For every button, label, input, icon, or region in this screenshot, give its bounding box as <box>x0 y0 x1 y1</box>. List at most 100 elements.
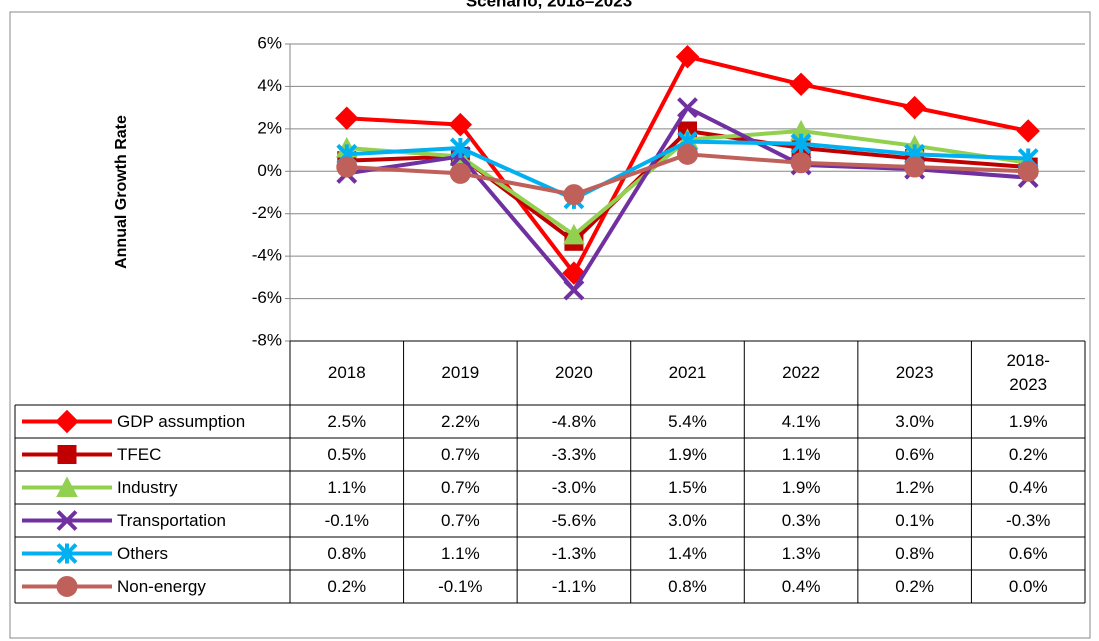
y-tick-label: -4% <box>252 246 282 265</box>
value-label: 0.0% <box>971 570 1085 603</box>
value-label-text: 0.4% <box>1008 477 1048 497</box>
legend-label-text: TFEC <box>117 444 162 464</box>
marker <box>790 152 812 174</box>
marker <box>1017 160 1039 182</box>
y-tick-label: -2% <box>252 203 282 222</box>
value-label-text: 0.5% <box>327 444 367 464</box>
marker <box>56 543 78 564</box>
marker <box>56 510 78 531</box>
value-label-text: 1.9% <box>781 477 821 497</box>
marker <box>677 97 698 119</box>
value-label: 1.4% <box>631 537 745 570</box>
value-label-text: -5.6% <box>551 510 597 530</box>
value-label: 0.8% <box>631 570 745 603</box>
value-label: 0.7% <box>404 438 518 471</box>
x-tick-label: 2021 <box>631 341 745 405</box>
marker <box>449 162 471 184</box>
legend-label: Non-energy <box>117 570 287 603</box>
value-label-text: -3.0% <box>551 477 597 497</box>
y-tick-label: 2% <box>257 118 282 137</box>
value-label: 0.3% <box>744 504 858 537</box>
x-tick-label: 2022 <box>744 341 858 405</box>
legend-label-text: Transportation <box>117 510 226 530</box>
value-label: 3.0% <box>858 405 972 438</box>
marker <box>675 45 700 69</box>
x-tick-label: 2018 <box>290 341 404 405</box>
marker <box>904 156 926 178</box>
value-label: 3.0% <box>631 504 745 537</box>
value-label-text: 1.9% <box>1008 411 1048 431</box>
value-label-text: -0.3% <box>1005 510 1051 530</box>
value-label: 4.1% <box>744 405 858 438</box>
y-axis-label: Annual Growth Rate <box>113 115 130 269</box>
value-label-text: 0.1% <box>895 510 934 530</box>
value-label-text: 1.4% <box>668 543 707 563</box>
value-label-text: -3.3% <box>551 444 597 464</box>
value-label: 0.1% <box>858 504 972 537</box>
marker <box>563 184 585 206</box>
value-label: 2.2% <box>404 405 518 438</box>
chart-border <box>9 11 1091 639</box>
series-line <box>346 54 1029 276</box>
y-tick-label: 6% <box>257 33 282 52</box>
value-label: -3.3% <box>517 438 631 471</box>
marker <box>55 409 79 434</box>
legend-label: GDP assumption <box>117 405 287 438</box>
value-label-text: 1.5% <box>668 477 707 497</box>
marker <box>336 156 358 178</box>
marker <box>789 72 813 97</box>
marker <box>563 279 585 301</box>
value-label-text: 5.4% <box>668 411 707 431</box>
value-label: -0.3% <box>971 504 1085 537</box>
x-tick-label-text: 2020 <box>555 363 593 382</box>
value-label-text: 0.6% <box>895 444 934 464</box>
value-label-text: 0.2% <box>895 576 934 596</box>
marker <box>563 223 585 245</box>
value-label: 0.6% <box>971 537 1085 570</box>
value-label-text: 3.0% <box>668 510 707 530</box>
value-label-text: 0.7% <box>440 477 480 497</box>
value-label-text: 0.8% <box>327 543 367 563</box>
marker <box>57 445 77 464</box>
value-label-text: -4.8% <box>551 411 597 431</box>
marker <box>56 476 78 497</box>
value-label-text: 0.8% <box>895 543 934 563</box>
value-label: 0.8% <box>858 537 972 570</box>
value-label-text: 0.6% <box>1008 543 1048 563</box>
value-label-text: 0.8% <box>668 576 707 596</box>
value-label: 0.2% <box>971 438 1085 471</box>
legend-label-text: Others <box>117 543 169 563</box>
marker <box>677 143 698 165</box>
legend-label: Industry <box>117 471 287 504</box>
value-label: 1.9% <box>971 405 1085 438</box>
value-label-text: 0.7% <box>440 444 480 464</box>
value-label-text: -0.1% <box>324 510 369 530</box>
marker <box>448 112 473 137</box>
value-label-text: 1.2% <box>895 477 934 497</box>
value-label: 1.9% <box>744 471 858 504</box>
chart-title: Scenario, 2018–2023 <box>466 0 632 10</box>
value-label-text: 0.2% <box>1008 444 1048 464</box>
value-label: 0.4% <box>744 570 858 603</box>
value-label: 1.1% <box>290 471 404 504</box>
legend-label: Others <box>117 537 287 570</box>
value-label-text: 1.1% <box>781 444 821 464</box>
x-tick-label-text: 2018 <box>327 363 366 382</box>
x-tick-label-text: 2019 <box>441 363 480 382</box>
value-label: 1.1% <box>744 438 858 471</box>
marker <box>902 95 927 120</box>
value-label: 0.7% <box>404 471 518 504</box>
x-tick-label: 2018-2023 <box>971 341 1085 405</box>
value-label: 0.8% <box>290 537 404 570</box>
value-label: 1.1% <box>404 537 518 570</box>
value-label: 1.9% <box>631 438 745 471</box>
marker <box>449 137 471 159</box>
value-label: 1.5% <box>631 471 745 504</box>
value-label-text: 0.4% <box>781 576 821 596</box>
marker <box>335 106 359 130</box>
value-label-text: 3.0% <box>895 411 934 431</box>
marker <box>1016 119 1040 143</box>
value-label: -3.0% <box>517 471 631 504</box>
value-label-text: -0.1% <box>438 576 483 596</box>
